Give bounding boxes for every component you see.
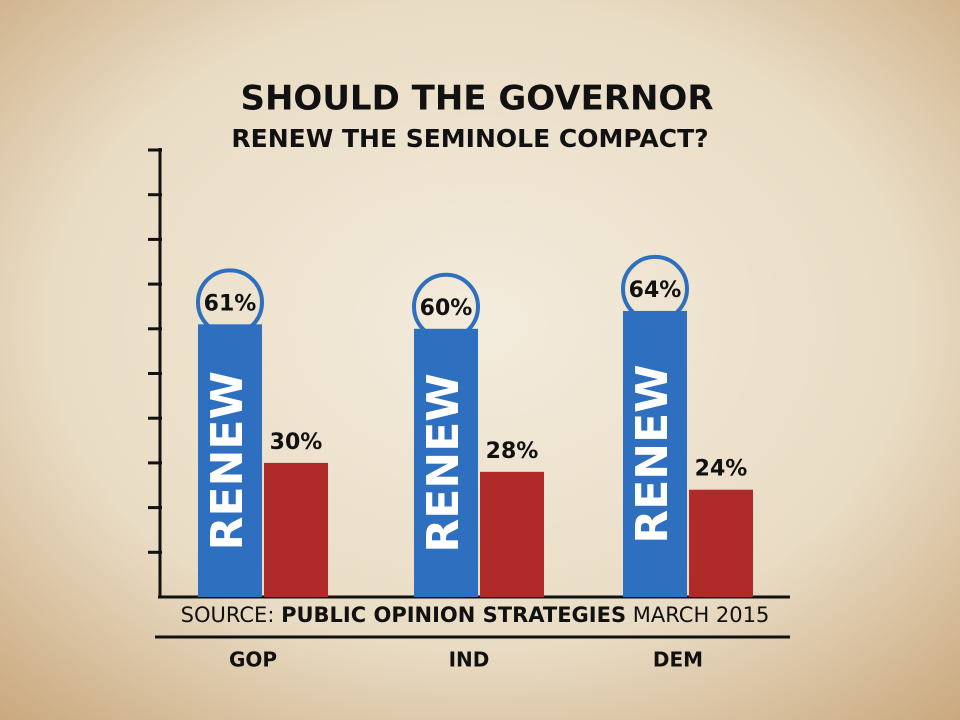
- bar: [198, 324, 262, 597]
- value-label: 61%: [204, 291, 257, 316]
- bar: [689, 489, 753, 597]
- x-tick-label: GOP: [229, 648, 277, 672]
- x-tick-label: IND: [449, 648, 490, 672]
- label-circle: [196, 268, 264, 337]
- value-label: 28%: [486, 439, 539, 464]
- value-label: 60%: [420, 296, 473, 321]
- value-label: 64%: [629, 278, 682, 303]
- source-date: MARCH 2015: [633, 603, 770, 627]
- source: SOURCE: PUBLIC OPINION STRATEGIES MARCH …: [181, 603, 770, 627]
- chart-subtitle: RENEW THE SEMINOLE COMPACT?: [231, 124, 708, 153]
- bar: [264, 462, 328, 597]
- label-circle: [621, 254, 689, 323]
- label-circle: [412, 272, 480, 341]
- bar: [414, 328, 478, 597]
- series-name: RENEW: [627, 364, 678, 543]
- bar: [480, 471, 544, 597]
- value-label: 24%: [695, 457, 748, 482]
- chart-title: SHOULD THE GOVERNOR: [240, 79, 713, 119]
- source-org: PUBLIC OPINION STRATEGIES: [281, 603, 626, 627]
- x-tick-label: DEM: [653, 648, 703, 672]
- series-name: RENEW: [202, 371, 253, 550]
- value-label: 30%: [270, 430, 323, 455]
- source-label: SOURCE:: [181, 603, 275, 627]
- bar: [623, 310, 687, 597]
- series-name: RENEW: [418, 373, 469, 552]
